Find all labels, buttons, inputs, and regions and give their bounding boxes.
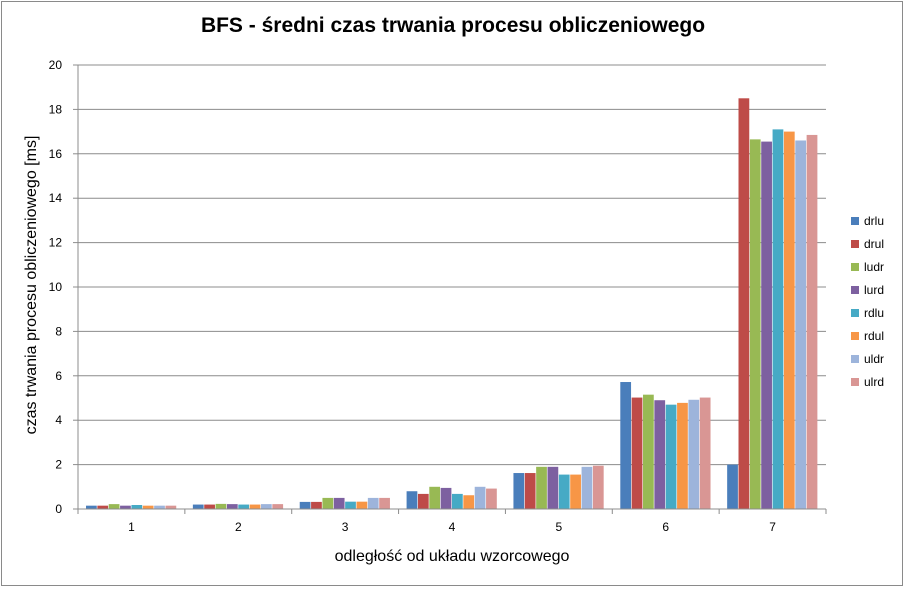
bar-ludr-2: [215, 503, 227, 509]
bar-rdul-2: [249, 504, 261, 509]
bar-rdlu-6: [665, 404, 677, 509]
legend-swatch-ludr: [851, 263, 859, 271]
bar-drul-5: [524, 473, 536, 509]
grid-lines: [78, 64, 826, 466]
bar-rdlu-4: [452, 493, 463, 509]
legend-label-lurd: lurd: [864, 283, 884, 297]
bar-rdlu-1: [131, 505, 143, 509]
bar-uldr-1: [154, 505, 165, 509]
bar-rdul-7: [783, 131, 795, 509]
y-tick-label: 0: [55, 502, 62, 516]
bar-uldr-3: [367, 497, 379, 509]
legend-label-uldr: uldr: [864, 352, 884, 366]
legend-swatch-drlu: [851, 217, 859, 225]
bar-rdul-5: [570, 474, 581, 509]
bar-ludr-6: [643, 394, 654, 509]
bar-drlu-5: [513, 473, 525, 509]
y-tick-label: 10: [49, 280, 63, 294]
bar-drlu-3: [299, 501, 311, 509]
bar-ludr-7: [749, 139, 761, 509]
bar-uldr-7: [795, 140, 807, 510]
bar-drul-4: [417, 493, 429, 509]
y-axis-label: czas trwania procesu obliczeniowego [ms]: [23, 136, 40, 435]
bar-rdlu-2: [238, 504, 250, 509]
bar-ulrd-6: [699, 397, 711, 509]
legend-swatch-ulrd: [851, 378, 859, 386]
bar-ulrd-7: [806, 134, 818, 509]
y-tick-label: 12: [49, 236, 63, 250]
bar-ulrd-5: [592, 465, 604, 509]
x-tick-label: 3: [342, 520, 349, 534]
bar-lurd-7: [761, 141, 772, 509]
bar-rdul-3: [356, 501, 368, 509]
axes: [73, 64, 827, 514]
bar-ulrd-1: [165, 505, 177, 509]
bar-drlu-4: [406, 491, 418, 509]
x-axis-label: odległość od układu wzorcowego: [335, 548, 570, 565]
bar-ludr-1: [108, 504, 120, 509]
legend-swatch-drul: [851, 240, 859, 248]
x-tick-label: 7: [769, 520, 776, 534]
y-tick-label: 6: [55, 369, 62, 383]
bar-drul-7: [738, 98, 750, 510]
bar-lurd-6: [654, 400, 666, 509]
bars: [86, 98, 818, 510]
bar-drlu-6: [620, 382, 632, 509]
bar-lurd-3: [333, 497, 345, 509]
legend-label-ludr: ludr: [864, 260, 884, 274]
bar-uldr-6: [688, 399, 700, 509]
bar-rdlu-3: [345, 501, 356, 509]
bar-drul-6: [631, 397, 643, 509]
bar-uldr-5: [581, 466, 593, 509]
legend-swatch-lurd: [851, 286, 859, 294]
bar-drlu-1: [86, 505, 97, 509]
legend-swatch-rdlu: [851, 309, 859, 317]
bar-ulrd-3: [379, 497, 390, 509]
y-tick-label: 14: [49, 191, 63, 205]
bar-ludr-4: [429, 486, 441, 509]
legend-label-ulrd: ulrd: [864, 375, 884, 389]
bar-drul-2: [204, 504, 215, 509]
legend-label-rdul: rdul: [864, 329, 884, 343]
bar-rdul-6: [677, 402, 688, 509]
legend-swatch-uldr: [851, 355, 859, 363]
bar-ulrd-2: [272, 504, 284, 509]
x-tick-label: 6: [662, 520, 669, 534]
y-tick-label: 20: [49, 58, 63, 72]
legend-label-drul: drul: [864, 237, 884, 251]
bar-rdlu-7: [772, 129, 784, 509]
y-tick-label: 4: [55, 413, 62, 427]
x-tick-label: 2: [235, 520, 242, 534]
y-tick-label: 18: [49, 102, 63, 116]
bar-rdul-4: [463, 495, 475, 509]
bar-uldr-4: [474, 486, 486, 509]
bar-lurd-4: [440, 487, 452, 509]
bar-rdlu-5: [558, 474, 570, 509]
bar-uldr-2: [260, 504, 272, 509]
x-tick-label: 5: [556, 520, 563, 534]
y-tick-label: 16: [49, 147, 63, 161]
legend: drlu drul ludr lurd rdlu rdul uldr ulrd: [851, 214, 884, 389]
chart-title: BFS - średni czas trwania procesu oblicz…: [200, 14, 706, 37]
bar-drlu-7: [727, 464, 738, 509]
bar-lurd-1: [120, 505, 131, 509]
bar-drlu-2: [192, 504, 204, 509]
bar-lurd-2: [226, 504, 238, 509]
bar-drul-1: [97, 505, 109, 509]
legend-label-drlu: drlu: [864, 214, 884, 228]
x-tick-label: 1: [128, 520, 135, 534]
bar-ulrd-4: [486, 488, 497, 509]
y-tick-label: 8: [55, 324, 62, 338]
bar-rdul-1: [142, 505, 154, 509]
bar-ludr-3: [322, 497, 334, 509]
bar-drul-3: [311, 501, 322, 509]
legend-swatch-rdul: [851, 332, 859, 340]
x-tick-label: 4: [449, 520, 456, 534]
legend-label-rdlu: rdlu: [864, 306, 884, 320]
bar-ludr-5: [536, 466, 547, 509]
y-tick-label: 2: [55, 458, 62, 472]
bar-lurd-5: [547, 466, 559, 509]
